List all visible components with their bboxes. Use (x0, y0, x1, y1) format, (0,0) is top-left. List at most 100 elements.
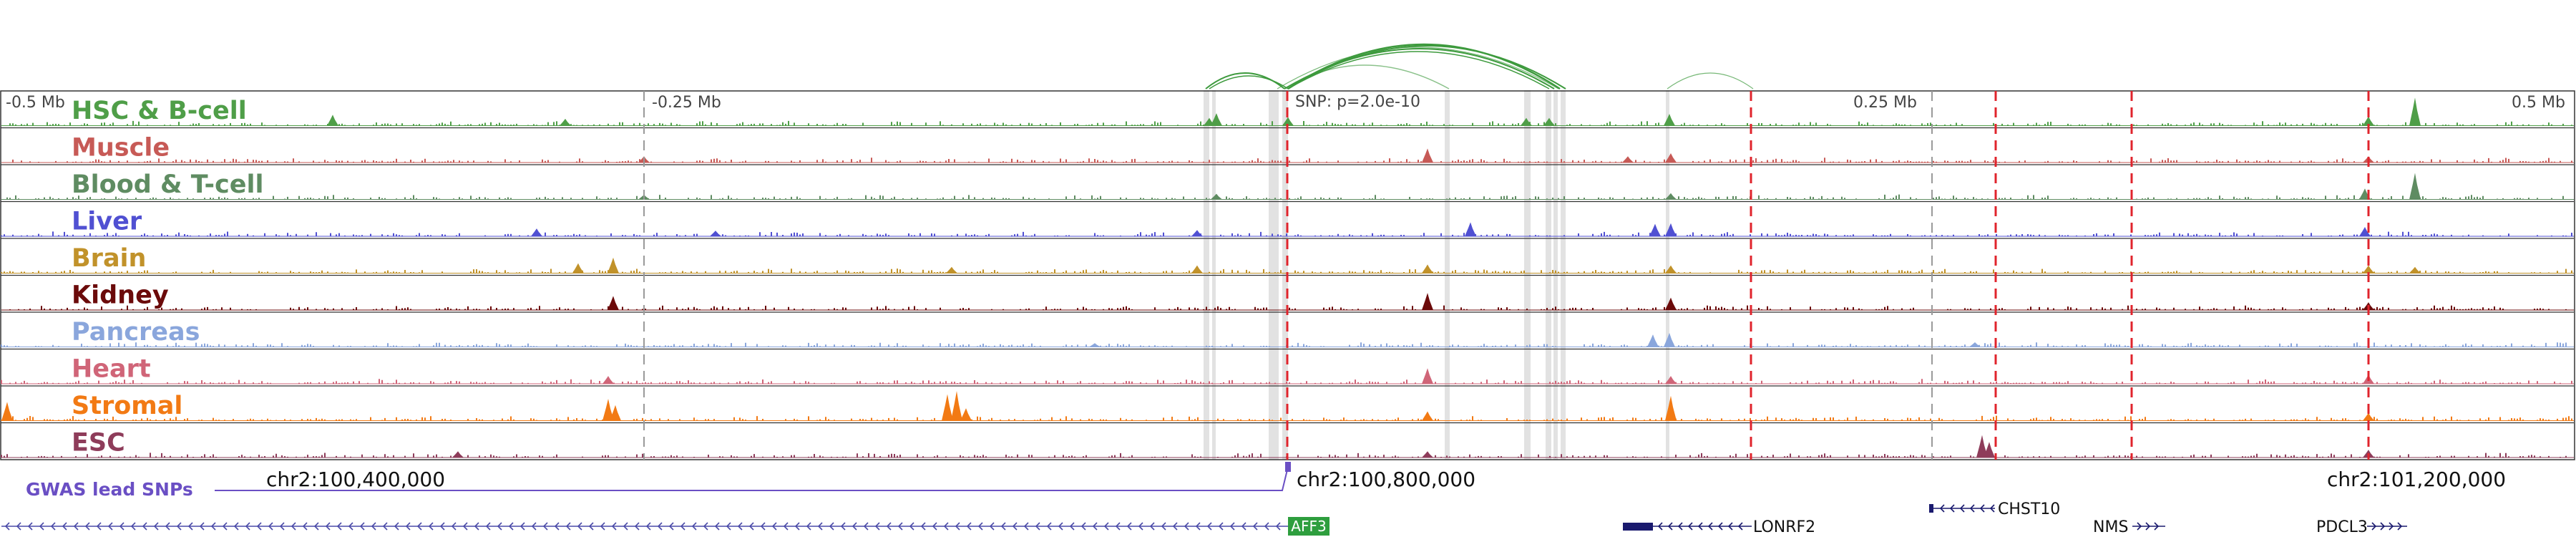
signal-peak (2409, 173, 2421, 200)
track-noise (9, 120, 2572, 126)
signal-peak (710, 231, 721, 236)
strand-arrow (1677, 522, 1683, 531)
track-noise (1, 231, 2572, 236)
loop-arc (1284, 48, 1555, 90)
signal-peak (608, 257, 619, 274)
strand-arrow (1035, 522, 1040, 531)
signal-peak (327, 115, 338, 126)
strand-arrow (485, 522, 491, 531)
strand-arrow (245, 522, 250, 531)
strand-arrow (737, 522, 743, 531)
strand-arrow (165, 522, 170, 531)
strand-arrow (806, 522, 811, 531)
gene-label: LONRF2 (1753, 518, 1815, 536)
strand-arrow (2397, 522, 2403, 531)
strand-arrow (542, 522, 548, 531)
track-label: Kidney (72, 281, 169, 310)
signal-peak (610, 405, 621, 421)
signal-peak (1665, 395, 1677, 421)
signal-peak (951, 391, 962, 421)
signal-peak (1665, 153, 1677, 163)
strand-arrow (107, 522, 113, 531)
strand-arrow (909, 522, 914, 531)
signal-track (1, 97, 2574, 126)
strand-arrow (462, 522, 468, 531)
signal-peak (1211, 113, 1222, 126)
gene-chst10[interactable]: CHST10 (1929, 500, 2060, 518)
gene-label: NMS (2093, 518, 2128, 536)
strand-arrow (474, 522, 479, 531)
strand-arrow (2371, 522, 2377, 531)
strand-arrow (1092, 522, 1098, 531)
strand-arrow (1058, 522, 1063, 531)
strand-arrow (1252, 522, 1258, 531)
strand-arrow (1667, 522, 1673, 531)
loop-arc (1287, 51, 1550, 90)
signal-track (1, 200, 2574, 237)
signal-peak (531, 228, 542, 236)
signal-peak (1191, 230, 1203, 236)
gene-pdcl3[interactable]: PDCL3 (2316, 518, 2407, 536)
coordinate-label: chr2:100,800,000 (1297, 468, 1475, 491)
gene-track: AFF3 LONRF2 CHST10 NMS PDCL3 (1, 500, 2407, 536)
strand-arrow (2145, 522, 2151, 531)
strand-arrow (943, 522, 949, 531)
gene-label: PDCL3 (2316, 518, 2368, 536)
strand-arrow (439, 522, 445, 531)
strand-arrow (531, 522, 537, 531)
strand-arrow (1161, 522, 1166, 531)
strand-arrow (1218, 522, 1224, 531)
strand-arrow (634, 522, 640, 531)
signal-peak (1665, 193, 1677, 200)
strand-arrow (451, 522, 457, 531)
gwas-label: GWAS lead SNPs (26, 479, 193, 500)
signal-peak (1191, 265, 1203, 274)
strand-arrow (874, 522, 880, 531)
strand-arrow (416, 522, 422, 531)
strand-arrow (4, 522, 10, 531)
track-label: Blood & T-cell (72, 170, 263, 199)
strand-arrow (142, 522, 147, 531)
track-label: Heart (72, 355, 151, 384)
position-label: -0.5 Mb (6, 94, 65, 112)
signal-peak (946, 266, 957, 274)
strand-arrow (2389, 522, 2394, 531)
strand-arrow (153, 522, 159, 531)
strand-arrow (176, 522, 182, 531)
strand-arrow (1697, 522, 1703, 531)
signal-peak (1422, 293, 1433, 310)
strand-arrow (1023, 522, 1029, 531)
position-label: 0.25 Mb (1853, 94, 1917, 112)
strand-arrow (565, 522, 571, 531)
strand-arrow (2154, 522, 2160, 531)
strand-arrow (1241, 522, 1246, 531)
strand-arrow (668, 522, 674, 531)
strand-arrow (1687, 522, 1693, 531)
signal-peak (2359, 226, 2371, 236)
track-noise (9, 305, 2567, 310)
strand-arrow (1115, 522, 1121, 531)
strand-arrow (920, 522, 926, 531)
signal-peak (1622, 156, 1634, 163)
strand-arrow (817, 522, 823, 531)
strand-arrow (187, 522, 193, 531)
signal-peak (608, 296, 619, 310)
strand-arrow (371, 522, 376, 531)
strand-arrows (2137, 522, 2160, 531)
gene-nms[interactable]: NMS (2093, 518, 2165, 536)
strand-arrow (508, 522, 514, 531)
strand-arrow (1046, 522, 1052, 531)
signal-peak (1976, 435, 1988, 458)
strand-arrow (84, 522, 90, 531)
strand-arrow (691, 522, 697, 531)
gene-aff3[interactable]: AFF3 (1, 517, 1330, 536)
strand-arrow (1080, 522, 1086, 531)
strand-arrow (932, 522, 937, 531)
strand-arrow (1103, 522, 1109, 531)
strand-arrow (794, 522, 800, 531)
strand-arrow (313, 522, 319, 531)
strand-arrow (1969, 504, 1975, 513)
gene-lonrf2[interactable]: LONRF2 (1623, 518, 1815, 536)
loop-arc (1277, 47, 1559, 90)
signal-peak (1665, 223, 1677, 236)
